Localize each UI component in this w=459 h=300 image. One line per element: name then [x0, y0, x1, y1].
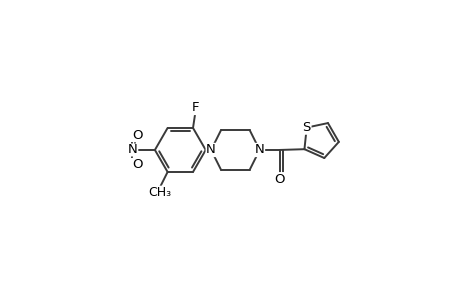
Text: CH₃: CH₃ — [148, 186, 171, 199]
Text: N: N — [206, 143, 216, 157]
Text: O: O — [133, 158, 143, 171]
Text: O: O — [274, 173, 284, 186]
Text: N: N — [128, 143, 138, 157]
Text: F: F — [191, 101, 199, 114]
Text: N: N — [254, 143, 264, 157]
Text: O: O — [133, 129, 143, 142]
Text: S: S — [302, 121, 310, 134]
